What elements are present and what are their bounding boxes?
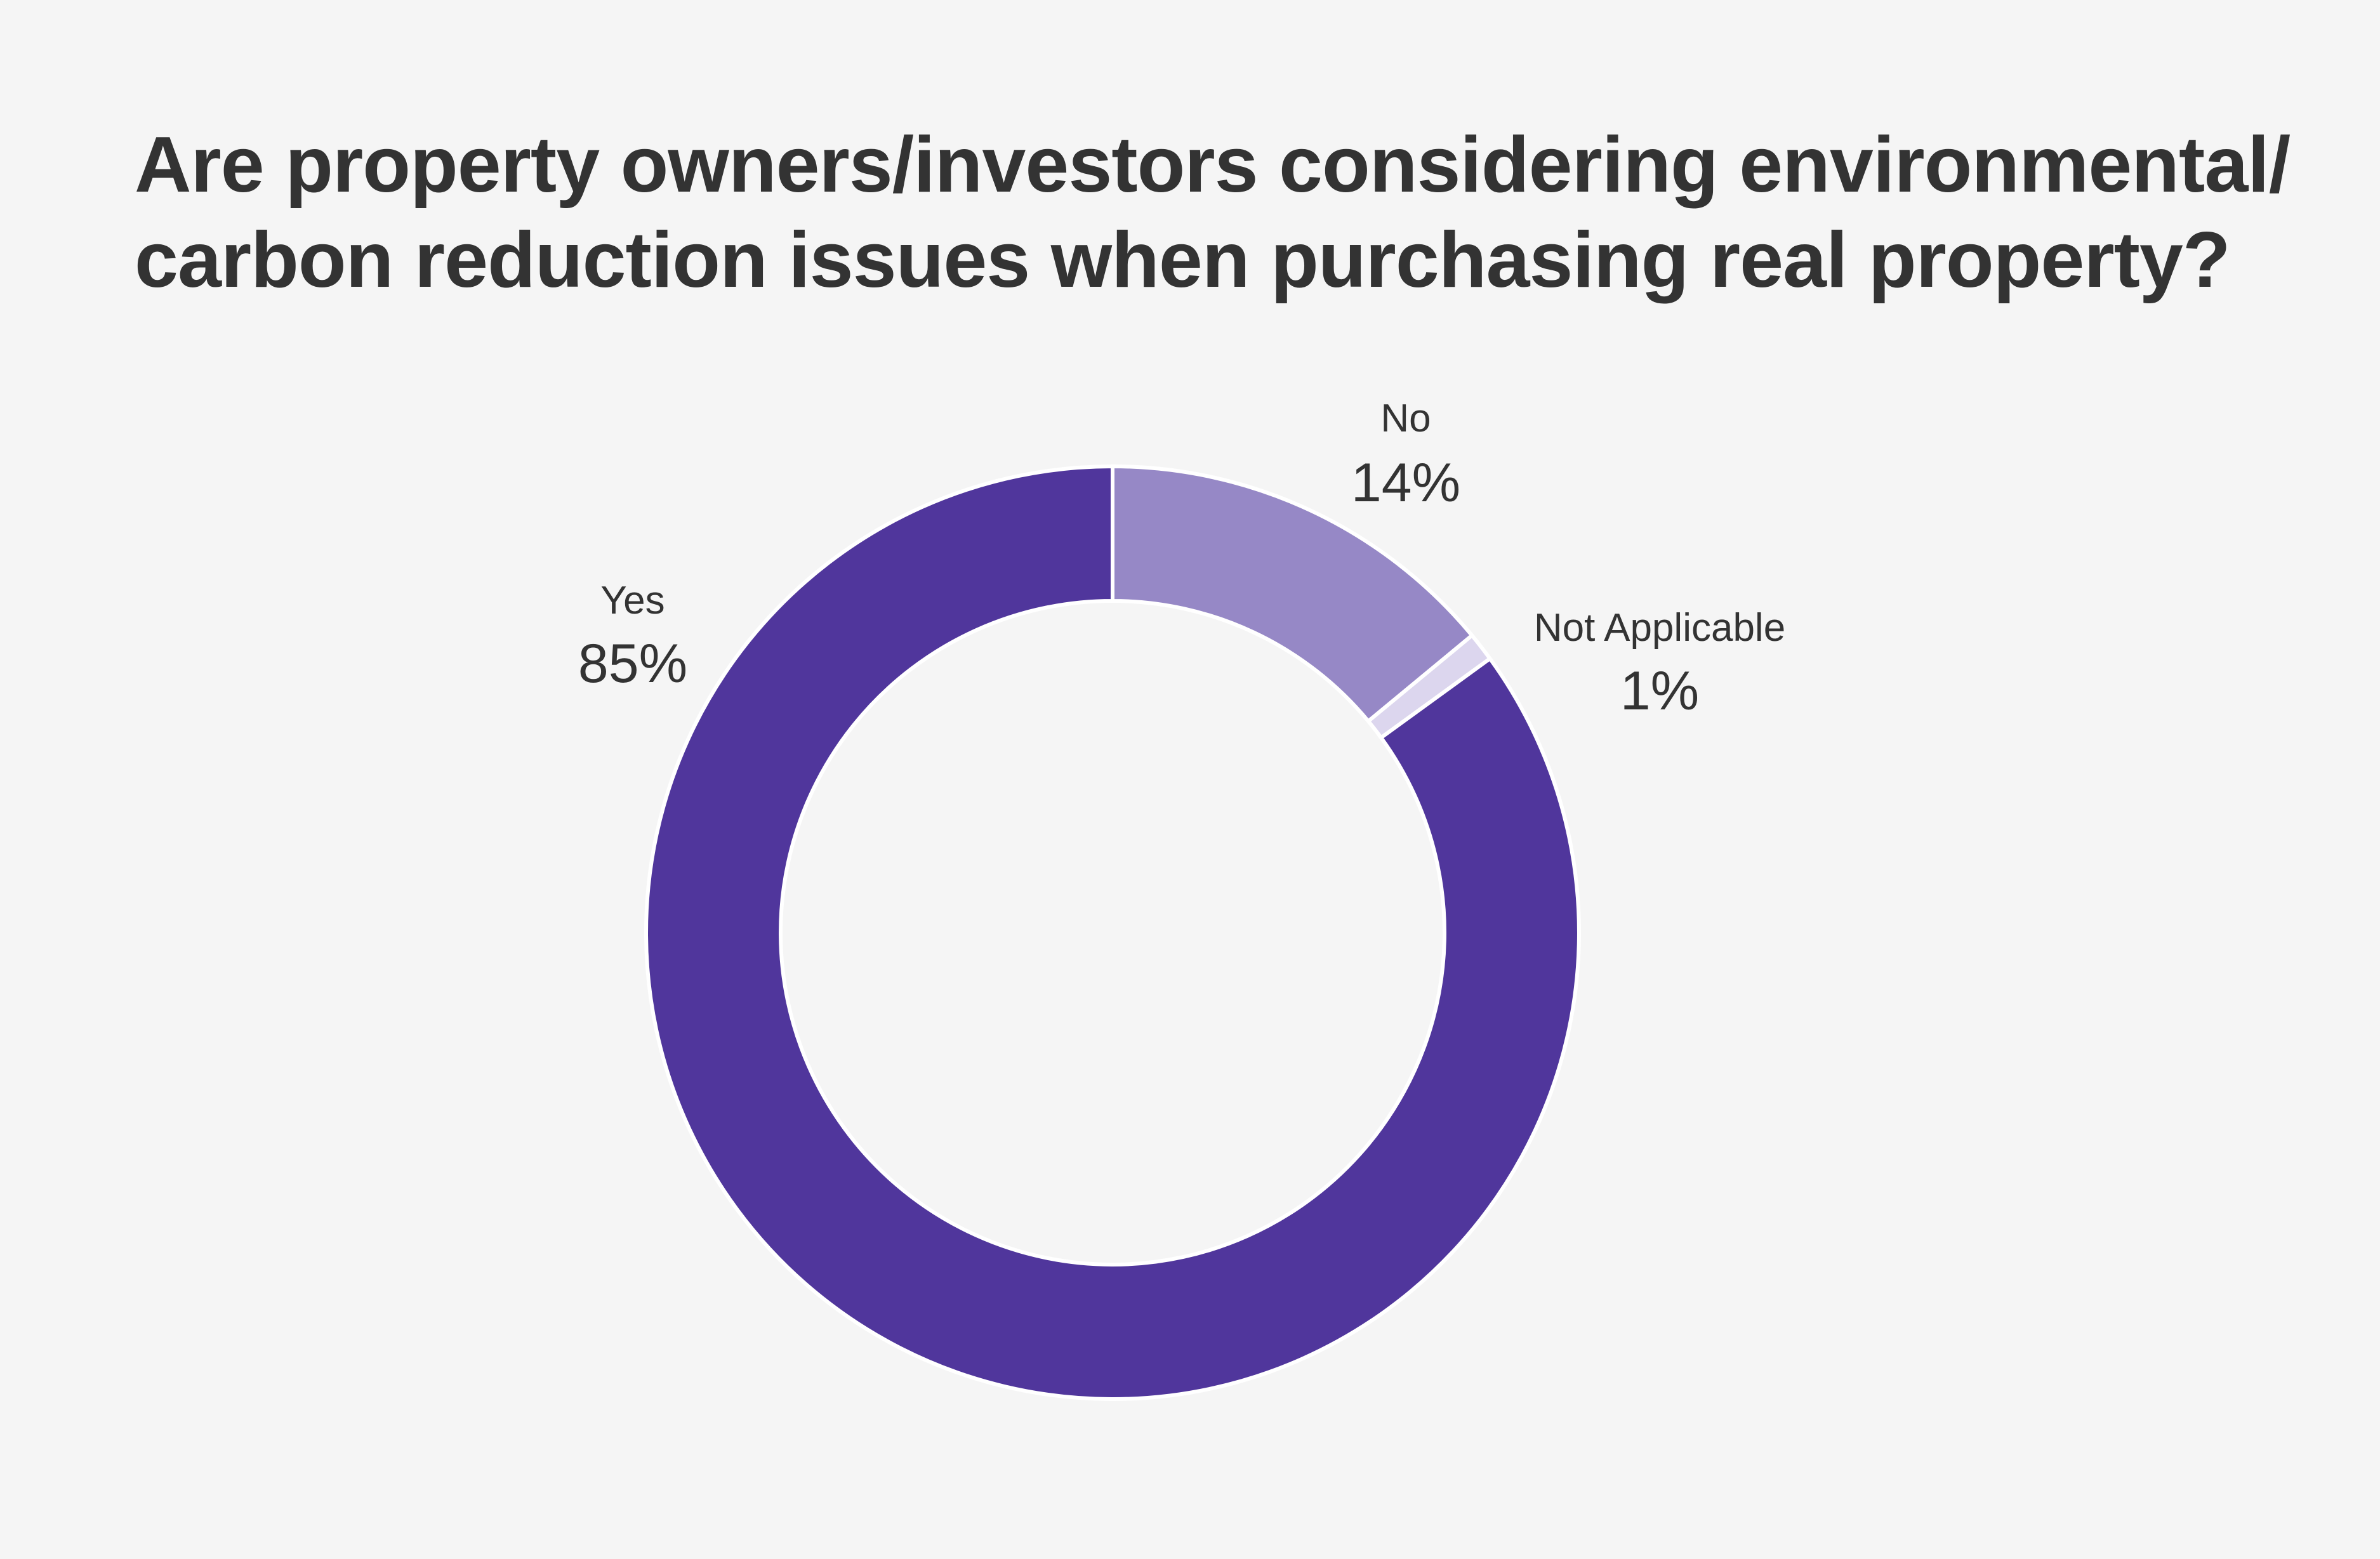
chart-title: Are property owners/investors considerin… — [135, 121, 2291, 304]
value-label: 85% — [578, 633, 687, 694]
category-label: Not Applicable — [1534, 606, 1785, 650]
slice-labels: No 14% Not Applicable 1% Yes 85% — [578, 397, 1785, 721]
value-label: 14% — [1351, 452, 1460, 513]
donut-slices — [644, 464, 1581, 1401]
value-label: 1% — [1620, 661, 1699, 721]
category-label: Yes — [600, 579, 664, 622]
category-label: No — [1380, 397, 1431, 440]
slice-yes — [644, 464, 1581, 1401]
